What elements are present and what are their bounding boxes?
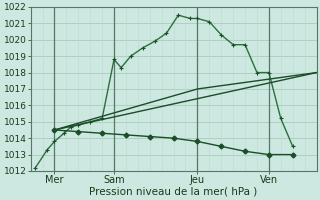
X-axis label: Pression niveau de la mer( hPa ): Pression niveau de la mer( hPa ) <box>90 187 258 197</box>
